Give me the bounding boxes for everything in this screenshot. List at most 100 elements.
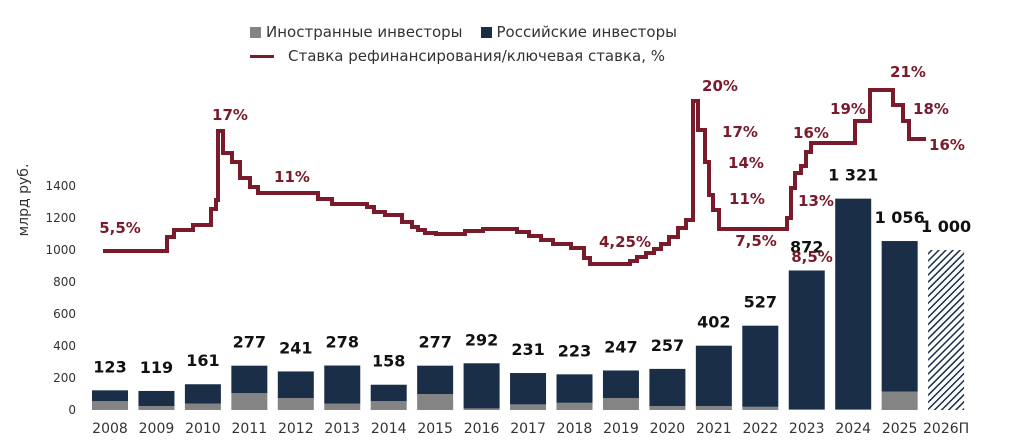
y-tick-label: 600 — [53, 307, 76, 321]
bar-total-label: 1 056 — [875, 208, 925, 227]
rate-label: 7,5% — [735, 232, 777, 250]
legend-label-rate: Ставка рефинансирования/ключевая ставка,… — [288, 47, 665, 65]
bar-foreign — [788, 409, 825, 410]
rate-label: 11% — [729, 190, 765, 208]
bar-russian — [742, 325, 779, 407]
y-tick-label: 800 — [53, 275, 76, 289]
legend-label-foreign: Иностранные инвесторы — [266, 23, 463, 41]
bar-total-label: 119 — [140, 358, 173, 377]
bar-forecast — [928, 250, 965, 410]
bar-foreign — [835, 409, 872, 410]
x-tick-label: 2009 — [139, 421, 175, 437]
y-axis-title: млрд руб. — [16, 164, 32, 237]
legend: Иностранные инвесторы Российские инвесто… — [250, 20, 695, 68]
legend-item-foreign: Иностранные инвесторы — [250, 23, 463, 41]
x-tick-label: 2020 — [650, 421, 686, 437]
bar-foreign — [695, 406, 732, 410]
bar-russian — [370, 384, 407, 402]
bar-total-label: 123 — [93, 357, 126, 376]
legend-swatch-russian — [480, 26, 492, 38]
bar-russian — [556, 374, 593, 403]
legend-swatch-foreign — [250, 26, 261, 38]
rate-label: 13% — [798, 192, 834, 210]
x-tick-label: 2022 — [742, 421, 778, 437]
x-tick-label: 2016 — [464, 421, 500, 437]
x-tick-label: 2021 — [696, 421, 732, 437]
bar-russian — [602, 370, 639, 398]
rate-label: 17% — [722, 123, 758, 141]
bar-russian — [881, 241, 918, 392]
bar-russian — [695, 345, 732, 406]
bar-total-label: 161 — [186, 351, 219, 370]
rate-label: 16% — [793, 124, 829, 142]
bar-total-label: 1 000 — [921, 217, 971, 236]
bar-total-label: 241 — [279, 338, 312, 357]
bar-foreign — [92, 401, 128, 410]
bar-total-label: 1 321 — [828, 166, 878, 185]
bar-russian — [835, 198, 872, 410]
legend-item-russian: Российские инвесторы — [480, 23, 677, 41]
bar-total-label: 231 — [511, 340, 544, 359]
legend-label-russian: Российские инвесторы — [496, 23, 677, 41]
bar-russian — [184, 384, 221, 404]
rate-label: 21% — [890, 63, 926, 81]
bar-total-label: 872 — [790, 237, 823, 256]
bar-russian — [92, 390, 128, 402]
rate-label: 18% — [913, 100, 949, 118]
rate-label: 11% — [274, 168, 310, 186]
x-tick-label: 2026П — [923, 421, 969, 437]
bar-foreign — [324, 403, 361, 410]
bar-foreign — [370, 401, 407, 410]
bar-total-label: 277 — [233, 333, 266, 352]
rate-label: 20% — [702, 77, 738, 95]
bar-total-label: 278 — [326, 333, 359, 352]
bar-foreign — [510, 404, 547, 410]
bar-total-label: 257 — [651, 336, 684, 355]
x-tick-label: 2023 — [789, 421, 825, 437]
x-tick-label: 2019 — [603, 421, 639, 437]
rate-label: 8,5% — [791, 248, 833, 266]
x-tick-label: 2012 — [278, 421, 314, 437]
bar-foreign — [277, 398, 314, 410]
y-tick-label: 0 — [68, 403, 76, 417]
legend-swatch-rate — [250, 54, 274, 58]
x-tick-label: 2014 — [371, 421, 407, 437]
x-tick-label: 2008 — [92, 421, 128, 437]
bar-foreign — [602, 398, 639, 410]
bar-total-label: 402 — [697, 313, 730, 332]
bar-total-label: 247 — [604, 337, 637, 356]
bar-foreign — [417, 394, 454, 410]
bar-total-label: 292 — [465, 330, 498, 349]
bar-total-label: 223 — [558, 341, 591, 360]
bar-total-label: 277 — [418, 333, 451, 352]
bar-russian — [788, 270, 825, 410]
bar-foreign — [742, 406, 779, 410]
rate-label: 14% — [728, 154, 764, 172]
x-tick-label: 2018 — [557, 421, 593, 437]
bar-foreign — [881, 391, 918, 410]
y-tick-label: 1200 — [45, 211, 76, 225]
rate-label: 4,25% — [599, 233, 651, 251]
bar-russian — [231, 365, 268, 394]
x-tick-label: 2017 — [510, 421, 546, 437]
y-tick-label: 400 — [53, 339, 76, 353]
rate-line — [103, 88, 926, 266]
bar-foreign — [463, 408, 500, 410]
x-tick-label: 2010 — [185, 421, 221, 437]
y-tick-label: 200 — [53, 371, 76, 385]
rate-label: 19% — [830, 100, 866, 118]
bar-russian — [277, 371, 314, 398]
bar-russian — [463, 363, 500, 409]
x-tick-label: 2011 — [232, 421, 268, 437]
rate-label: 17% — [212, 106, 248, 124]
y-tick-label: 1400 — [45, 179, 76, 193]
bar-total-label: 158 — [372, 352, 405, 371]
x-tick-label: 2015 — [417, 421, 453, 437]
bar-russian — [417, 365, 454, 394]
bar-russian — [324, 365, 361, 404]
bar-foreign — [556, 402, 593, 410]
x-tick-label: 2024 — [835, 421, 871, 437]
bar-foreign — [231, 393, 268, 410]
bar-foreign — [138, 406, 175, 410]
